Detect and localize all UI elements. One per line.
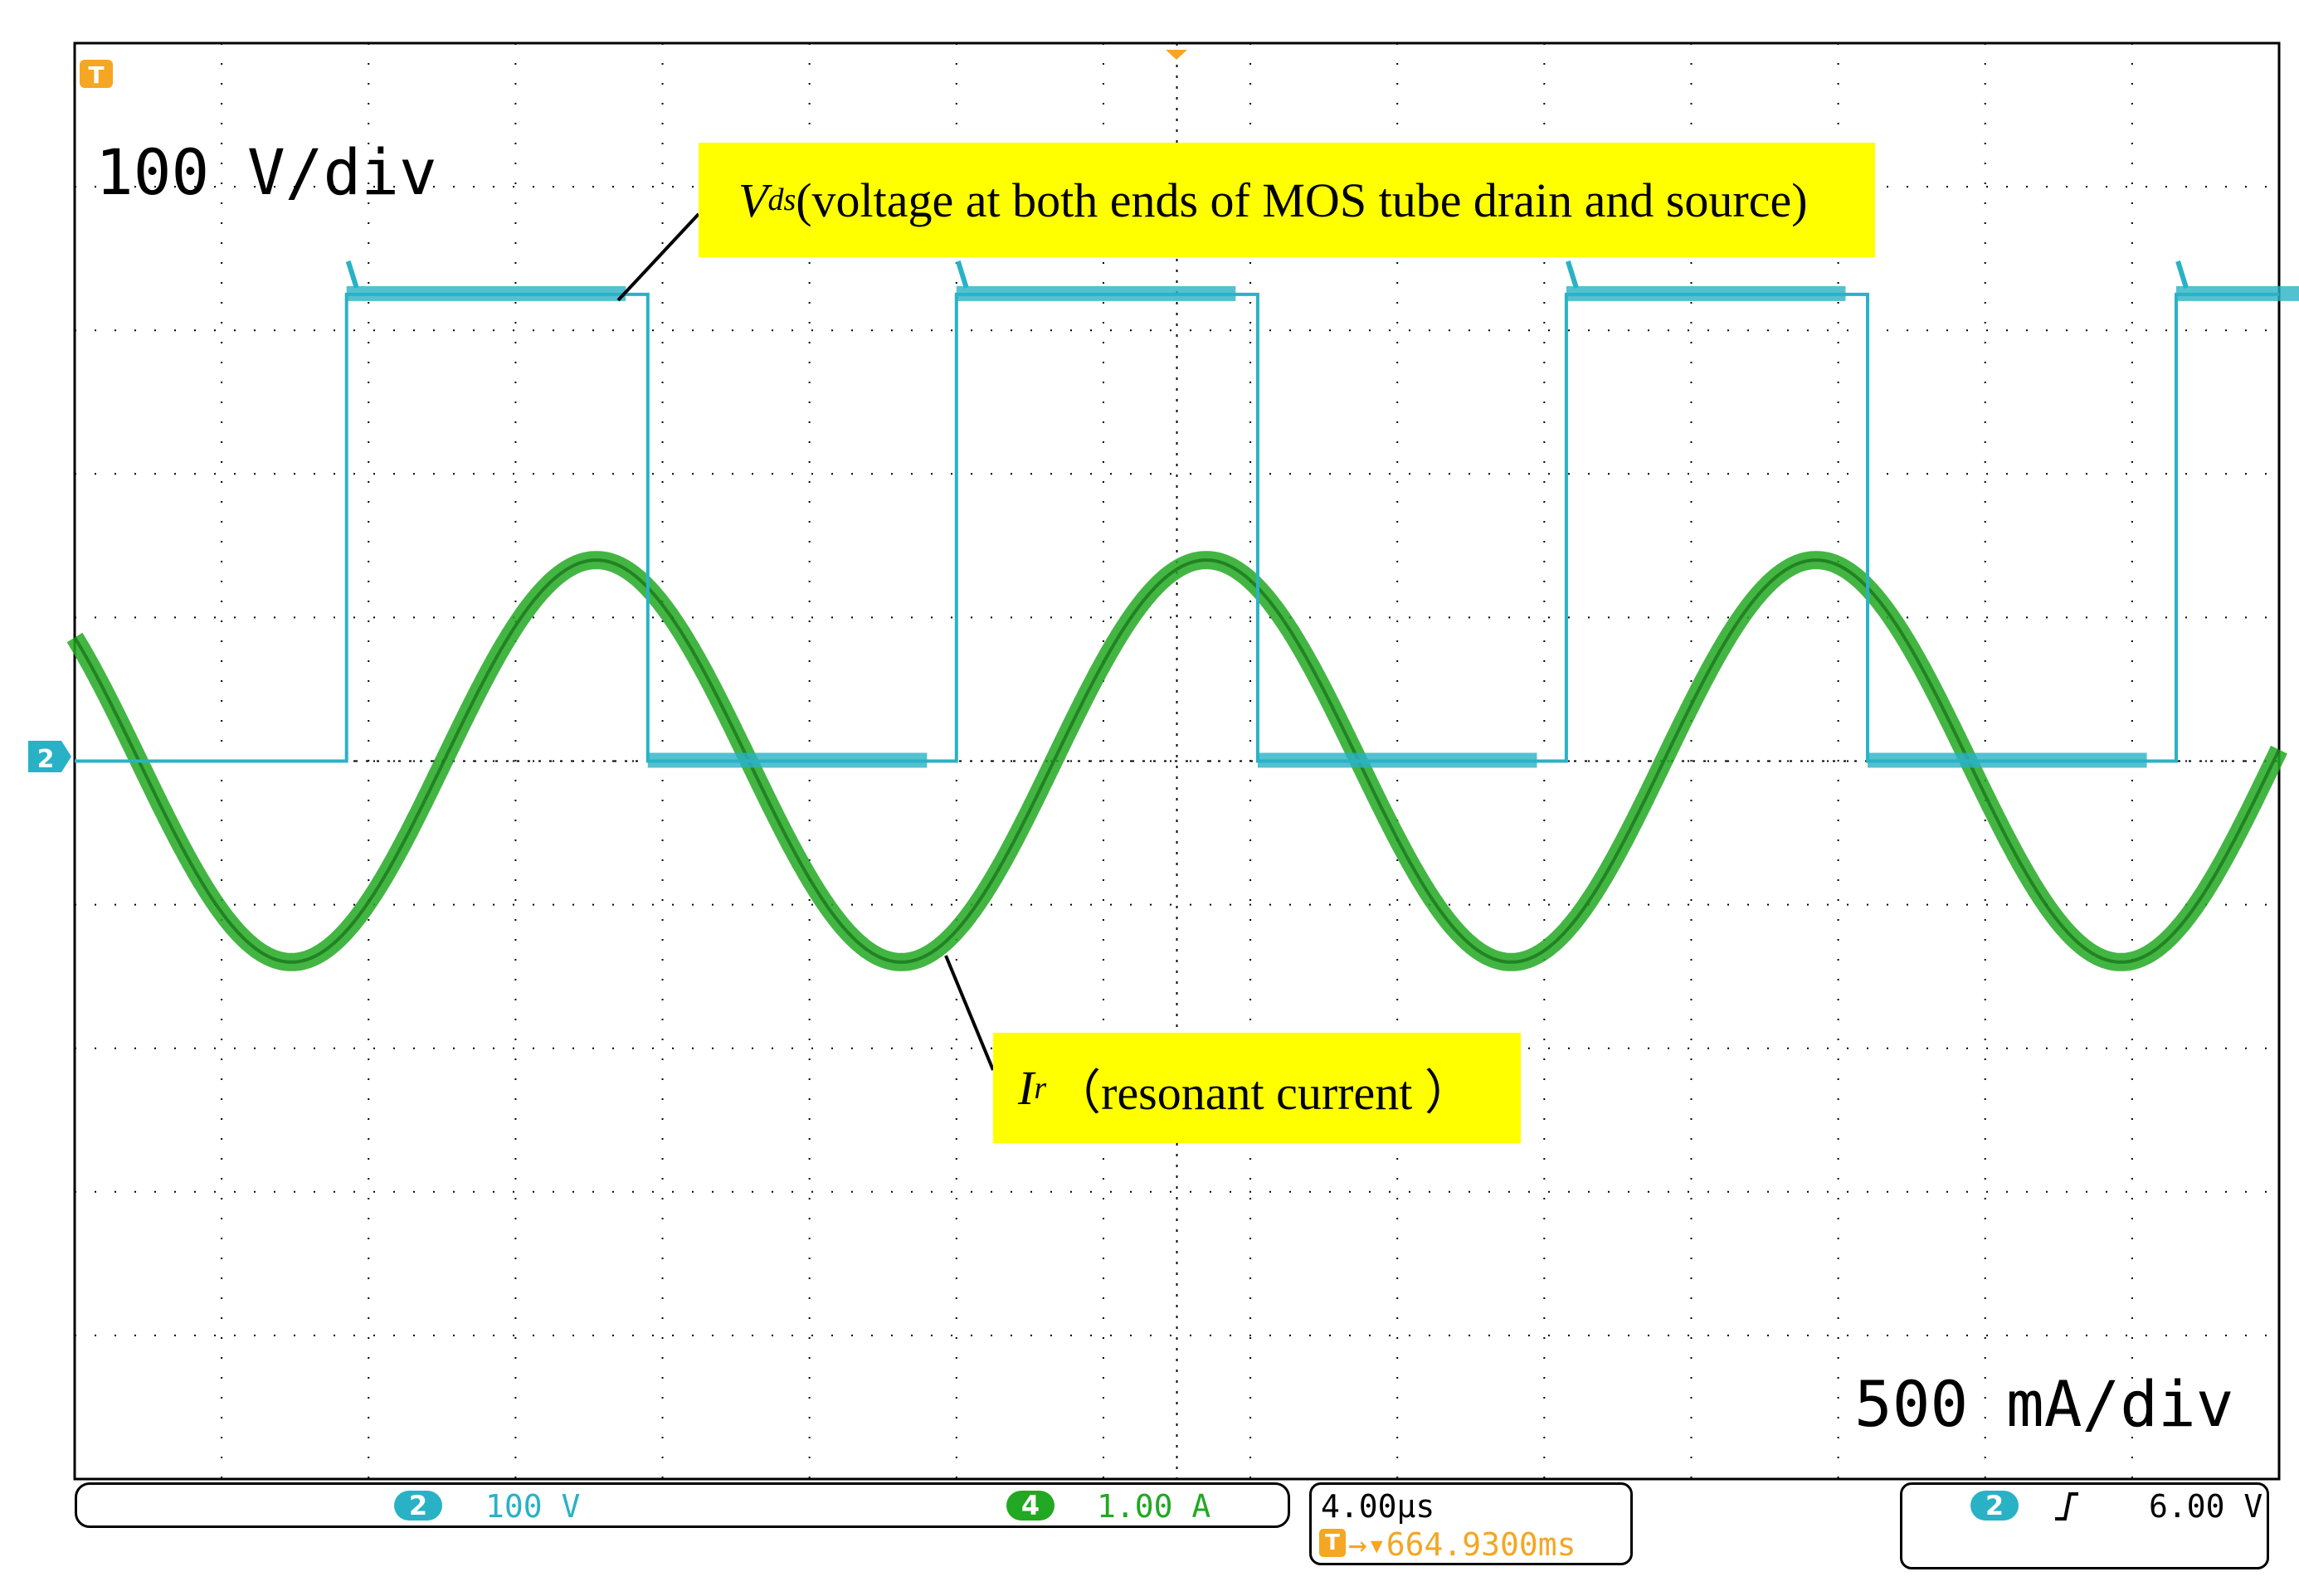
vds-level-band [956, 285, 1236, 301]
vds-subscript: ds [767, 182, 796, 217]
ch2-badge: 2 [394, 1490, 442, 1521]
trigger-marker-label: T [88, 61, 104, 89]
timebase-value: 4.00µs [1321, 1488, 1435, 1525]
ir-subscript: r [1034, 1070, 1047, 1106]
timebase-panel [1309, 1482, 1633, 1565]
vds-callout-text: (voltage at both ends of MOS tube drain … [796, 173, 1808, 227]
vds-level-band [1868, 752, 2147, 768]
trigger-position-icon: T [1319, 1529, 1346, 1557]
trigger-marker [80, 60, 113, 88]
trigger-level: 6.00 V [2149, 1488, 2263, 1525]
ir-leader-line [944, 955, 995, 1071]
vds-level-band [1257, 752, 1537, 768]
ir-callout-text: （resonant current ） [1053, 1065, 1473, 1120]
ir-trace-core [73, 558, 2281, 964]
trigger-panel [1900, 1482, 2269, 1569]
ch4-scale: 1.00 A [1097, 1488, 1211, 1525]
vds-level-band [647, 752, 928, 768]
vds-ringing [345, 260, 359, 289]
ch2-ground-marker [28, 741, 71, 772]
vds-ringing [955, 260, 969, 289]
ch2-scale: 100 V [485, 1488, 581, 1525]
trigger-time-marker [1166, 50, 1187, 60]
trigger-position: →▾664.9300ms [1348, 1526, 1576, 1563]
vds-level-band [1566, 285, 1846, 301]
trigger-channel-badge: 2 [1970, 1490, 2019, 1521]
vds-level-band [346, 285, 626, 301]
vds-symbol: V [738, 173, 768, 227]
vds-ringing [1566, 260, 1579, 289]
ir-symbol: I [1018, 1061, 1035, 1115]
rising-edge-icon [2055, 1492, 2078, 1521]
vds-ringing [2175, 260, 2189, 289]
vds-leader-line [616, 212, 700, 302]
vds-level-band [2176, 285, 2299, 301]
current-scale-label: 500 mA/div [1854, 1367, 2234, 1441]
ch2-ground-label: 2 [37, 745, 55, 774]
channel-scale-panel [75, 1482, 1290, 1528]
voltage-scale-label: 100 V/div [95, 135, 437, 209]
ch4-badge: 4 [1006, 1490, 1055, 1521]
